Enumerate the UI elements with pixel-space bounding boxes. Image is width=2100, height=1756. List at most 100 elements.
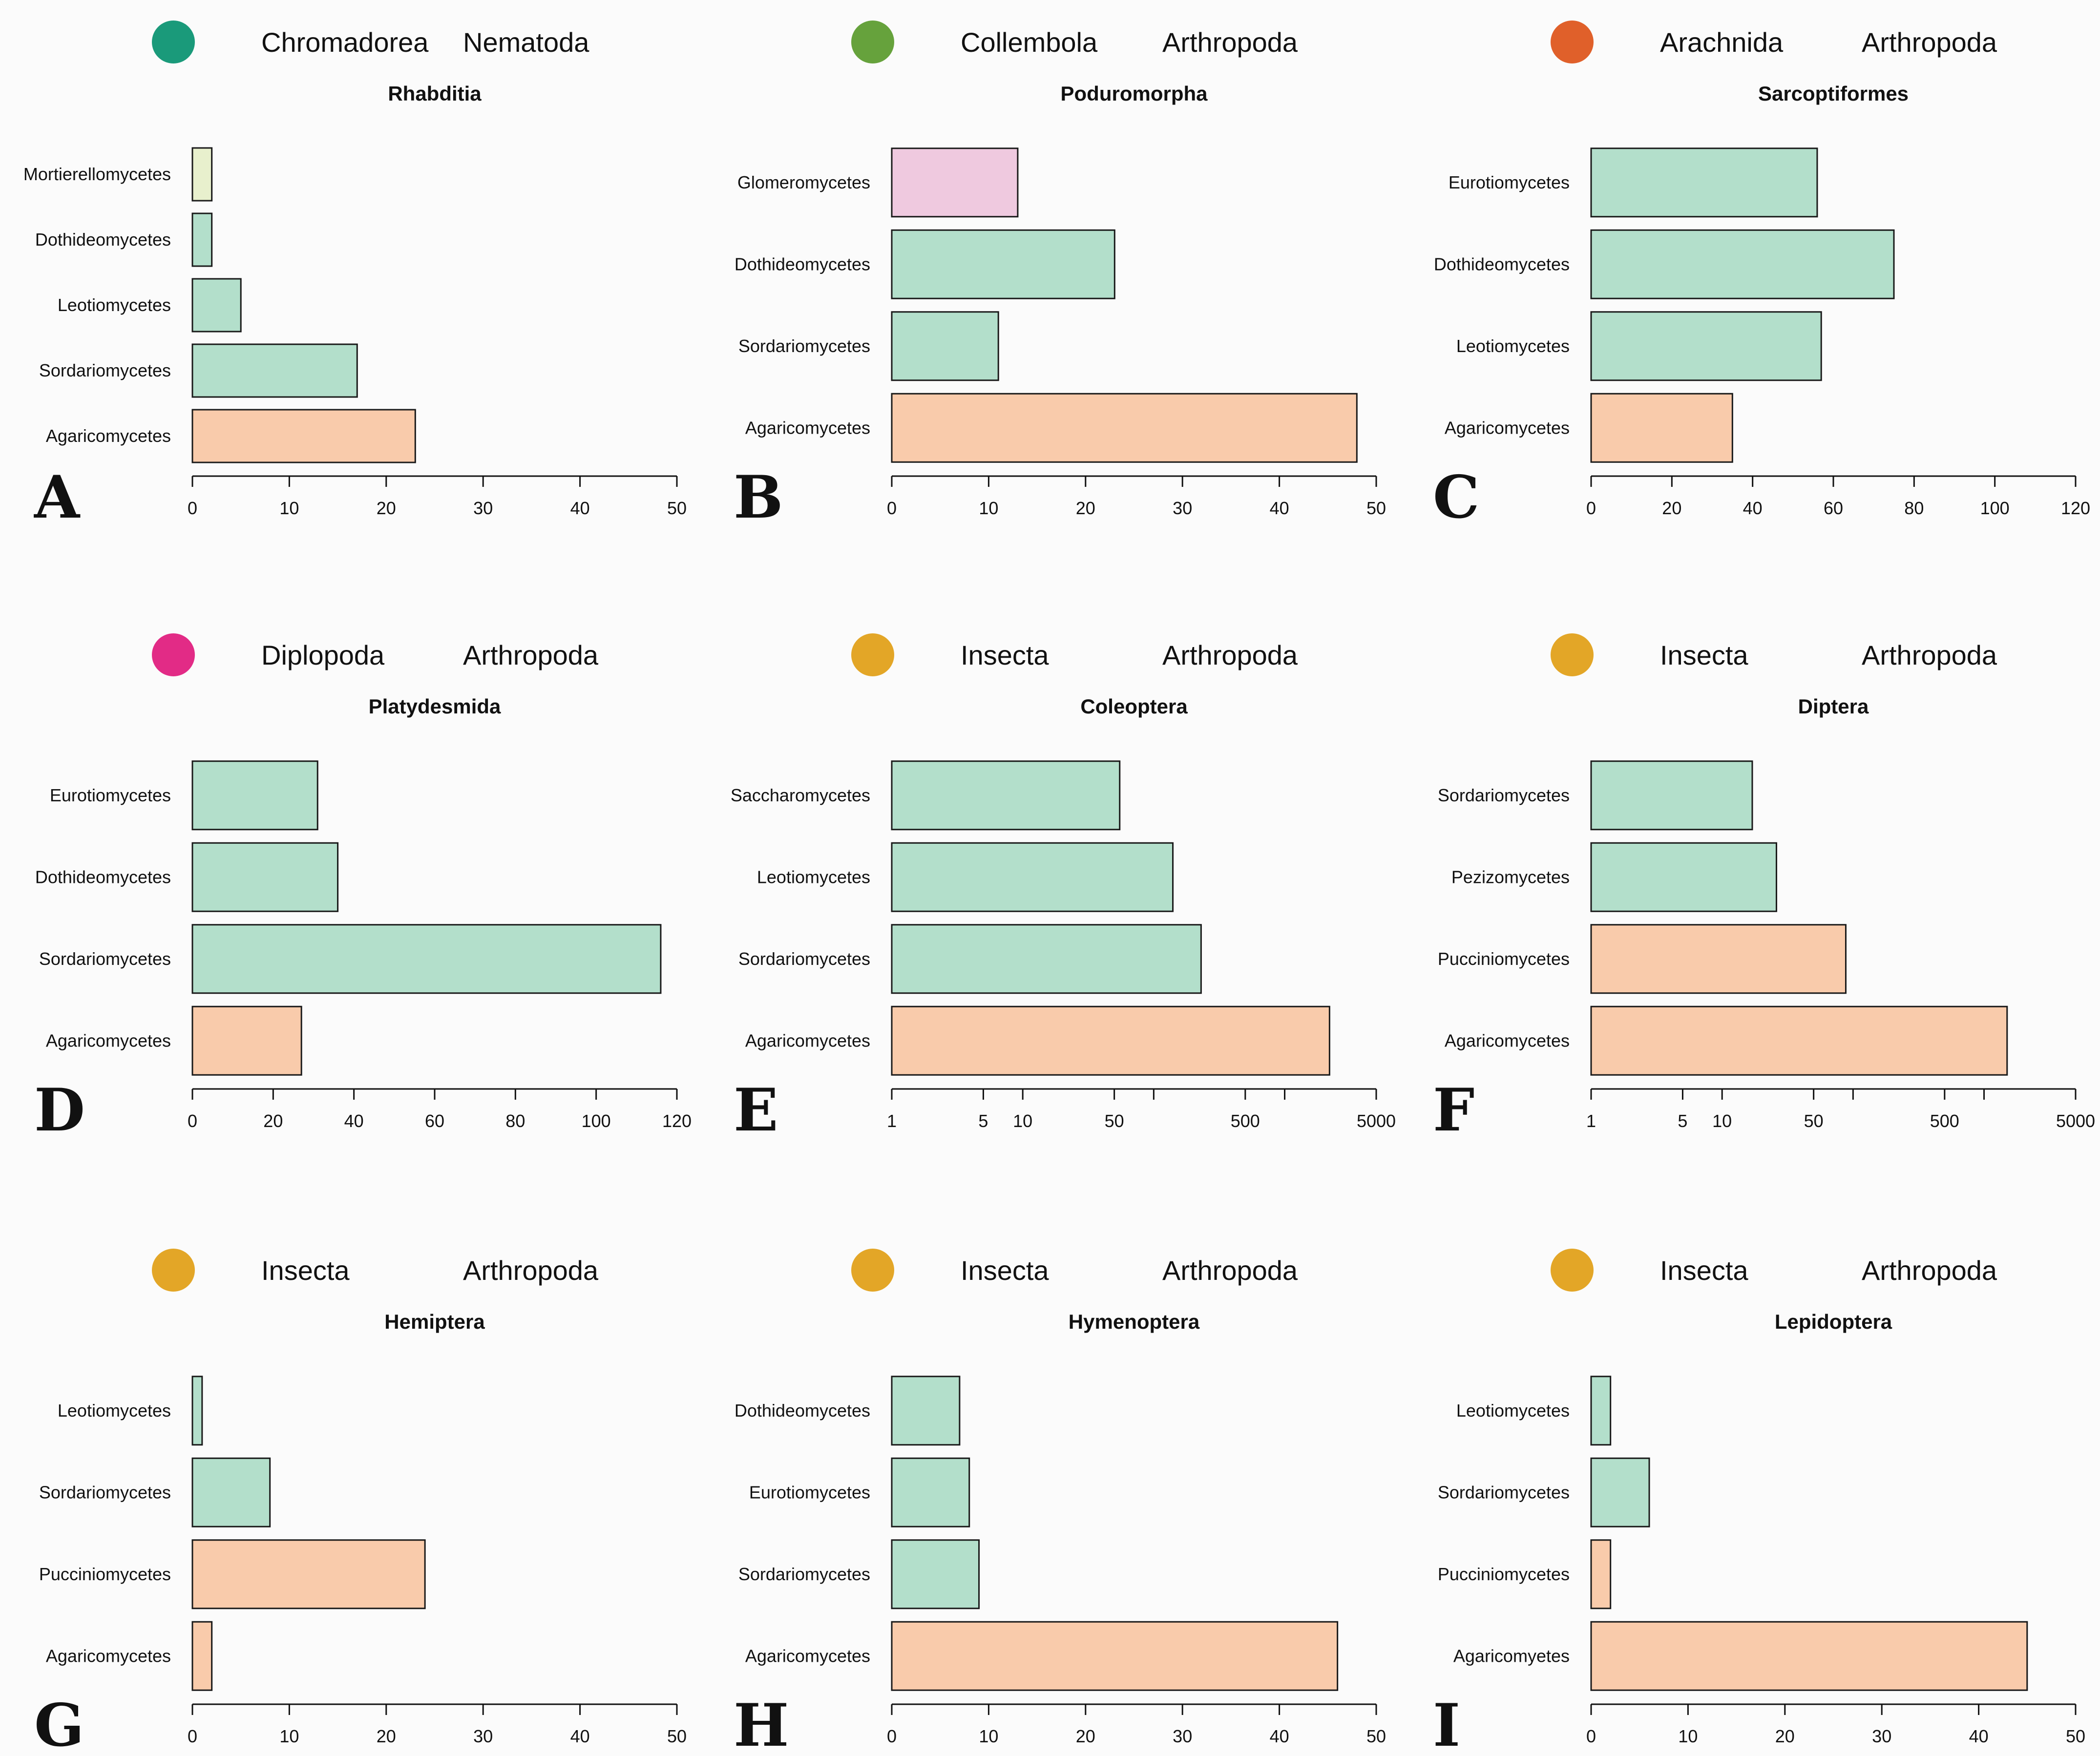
class-color-dot [152, 21, 195, 63]
bar-leotiomycetes [191, 1376, 203, 1446]
panel-letter: F [1433, 1076, 1474, 1145]
category-label: Sordariomycetes [1438, 1482, 1570, 1502]
bar-leotiomycetes [1590, 311, 1822, 381]
order-title: Coleoptera [1080, 695, 1188, 718]
category-label: Dothideomycetes [35, 230, 171, 250]
category-label: Sordariomycetes [39, 949, 171, 969]
x-tick-label: 50 [667, 1726, 687, 1746]
order-title: Hymenoptera [1069, 1310, 1200, 1333]
category-label: Sordariomycetes [738, 949, 870, 969]
x-tick-label: 0 [1586, 498, 1596, 518]
bar-dothideomycetes [191, 212, 213, 267]
x-tick-label: 60 [1824, 498, 1843, 518]
phylum-label: Nematoda [463, 27, 589, 58]
panel-h: Insecta Arthropoda Hymenoptera Dothideomyce… [734, 1249, 1386, 1756]
class-label: Chromadorea [261, 27, 429, 58]
bar-pucciniomycetes [1590, 1539, 1612, 1610]
category-label: Agaricomycetes [46, 1646, 171, 1666]
category-label: Sordariomycetes [39, 360, 171, 380]
x-tick-label: 30 [1173, 498, 1192, 518]
category-label: Eurotiomycetes [50, 785, 171, 805]
x-tick-label: 40 [1743, 498, 1763, 518]
bar-agaricomycetes [891, 1005, 1330, 1076]
x-tick-label: 0 [1586, 1726, 1596, 1746]
x-tick-label: 120 [662, 1111, 692, 1131]
bar-sordariomycetes [1590, 1457, 1650, 1527]
bar-agaricomycetes [1590, 1005, 2008, 1076]
x-tick-label: 40 [570, 1726, 590, 1746]
bar-agaricomycetes [191, 409, 416, 463]
category-label: Dothideomycetes [735, 254, 870, 274]
bar-leotiomycetes [891, 842, 1174, 912]
order-title: Rhabditia [388, 82, 482, 105]
class-label: Insecta [961, 640, 1049, 670]
bar-glomeromycetes [891, 147, 1019, 218]
class-color-dot [1551, 1249, 1594, 1292]
bar-dothideomycetes [1590, 229, 1895, 299]
panel-f: Insecta Arthropoda Diptera Sordariomycetes P… [1433, 633, 2095, 1145]
category-label: Dothideomycetes [35, 867, 171, 887]
x-tick-label: 20 [1662, 498, 1681, 518]
panel-letter: A [34, 463, 81, 532]
x-tick-label: 1 [887, 1111, 897, 1131]
bar-eurotiomycetes [1590, 147, 1818, 218]
x-tick-label: 20 [1076, 498, 1095, 518]
x-tick-label: 50 [667, 498, 687, 518]
order-title: Lepidoptera [1775, 1310, 1892, 1333]
category-label: Leotiomycetes [757, 867, 870, 887]
x-tick-label: 10 [1678, 1726, 1698, 1746]
class-label: Insecta [261, 1255, 350, 1286]
bar-agaricomycetes [191, 1005, 302, 1076]
bar-dothideomycetes [891, 229, 1115, 299]
panel-letter: H [734, 1691, 789, 1756]
panel-letter: D [34, 1076, 85, 1145]
bar-agaricomycetes [891, 393, 1358, 463]
category-label: Agaricomycetes [745, 418, 870, 438]
x-tick-label: 500 [1231, 1111, 1260, 1131]
x-tick-label: 50 [1105, 1111, 1124, 1131]
class-color-dot [152, 633, 195, 676]
bar-agaricomyetes [1590, 1621, 2028, 1691]
x-tick-label: 20 [1076, 1726, 1095, 1746]
x-tick-label: 50 [2066, 1726, 2085, 1746]
x-tick-label: 10 [279, 498, 299, 518]
bar-sordariomycetes [891, 311, 999, 381]
x-tick-label: 40 [344, 1111, 364, 1131]
bar-pucciniomycetes [191, 1539, 426, 1610]
bar-leotiomycetes [1590, 1376, 1612, 1446]
phylum-label: Arthropoda [1862, 27, 1997, 58]
x-tick-label: 50 [1804, 1111, 1824, 1131]
x-tick-label: 100 [582, 1111, 611, 1131]
x-tick-label: 10 [279, 1726, 299, 1746]
panel-letter: B [734, 463, 783, 532]
x-tick-label: 100 [1980, 498, 2010, 518]
x-tick-label: 50 [1366, 498, 1386, 518]
x-tick-label: 500 [1930, 1111, 1959, 1131]
bar-sordariomycetes [1590, 760, 1753, 831]
category-label: Agaricomycetes [1445, 1030, 1570, 1050]
bar-agaricomycetes [1590, 393, 1733, 463]
class-color-dot [851, 633, 894, 676]
x-tick-label: 10 [1013, 1111, 1032, 1131]
panel-a: Chromadorea Nematoda Rhabditia Mortierellom… [23, 21, 687, 532]
bar-sordariomycetes [191, 343, 358, 398]
panel-letter: G [34, 1691, 84, 1756]
category-label: Mortierellomycetes [23, 164, 171, 184]
category-label: Pucciniomycetes [1438, 1564, 1570, 1584]
bar-sordariomycetes [891, 1539, 980, 1610]
bar-mortierellomycetes [191, 147, 213, 202]
panel-g: Insecta Arthropoda Hemiptera Leotiomycetes S… [34, 1249, 687, 1756]
x-tick-label: 80 [505, 1111, 525, 1131]
x-tick-label: 120 [2061, 498, 2090, 518]
x-tick-label: 5000 [1357, 1111, 1396, 1131]
panel-b: Collembola Arthropoda Poduromorpha Glomerom… [734, 21, 1386, 532]
panel-letter: E [734, 1076, 778, 1145]
x-tick-label: 30 [473, 498, 493, 518]
bar-agaricomycetes [891, 1621, 1339, 1691]
order-title: Poduromorpha [1061, 82, 1208, 105]
x-tick-label: 30 [1872, 1726, 1891, 1746]
category-label: Saccharomycetes [731, 785, 870, 805]
category-label: Leotiomycetes [58, 1401, 171, 1421]
category-label: Leotiomycetes [58, 295, 171, 315]
